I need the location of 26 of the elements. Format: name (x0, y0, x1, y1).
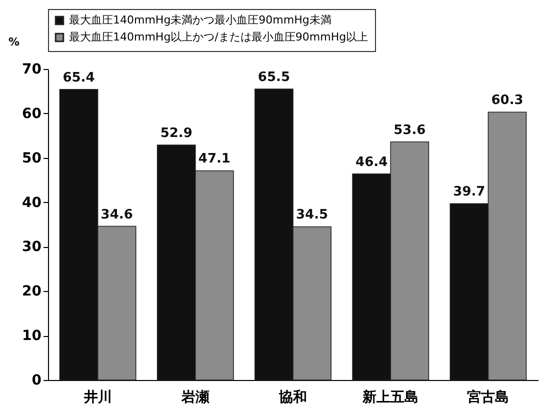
data-label: 60.3 (491, 93, 524, 108)
y-tick-label: 30 (22, 239, 42, 256)
legend-label: 最大血圧140mmHg以上かつ/または最小血圧90mmHg以上 (69, 30, 368, 44)
y-tick-label: 0 (32, 372, 42, 388)
x-tick-label: 井川 (82, 390, 112, 406)
y-tick-label: 50 (22, 150, 42, 166)
y-tick-label: 70 (22, 62, 42, 78)
y-tick-label: 10 (22, 328, 42, 344)
x-tick-label: 宮古島 (467, 388, 510, 406)
y-tick-label: 20 (22, 284, 42, 300)
data-label: 65.4 (62, 70, 95, 86)
legend-label: 最大血圧140mmHg未満かつ最小血圧90mmHg未満 (69, 14, 332, 26)
x-tick-label: 協和 (278, 390, 307, 406)
data-label: 34.5 (296, 208, 328, 223)
y-axis-title: % (8, 36, 20, 48)
data-label: 46.4 (356, 154, 388, 170)
data-label: 65.5 (258, 70, 290, 85)
y-tick-label: 40 (22, 194, 42, 211)
data-label: 52.9 (160, 126, 192, 141)
x-tick-label: 新上五島 (362, 388, 419, 406)
y-tick-label: 60 (22, 106, 42, 122)
data-label: 47.1 (198, 152, 230, 167)
data-label: 34.6 (100, 207, 133, 222)
x-tick-label: 岩瀬 (180, 390, 210, 406)
data-label: 53.6 (394, 122, 426, 138)
data-label: 39.7 (453, 184, 486, 200)
